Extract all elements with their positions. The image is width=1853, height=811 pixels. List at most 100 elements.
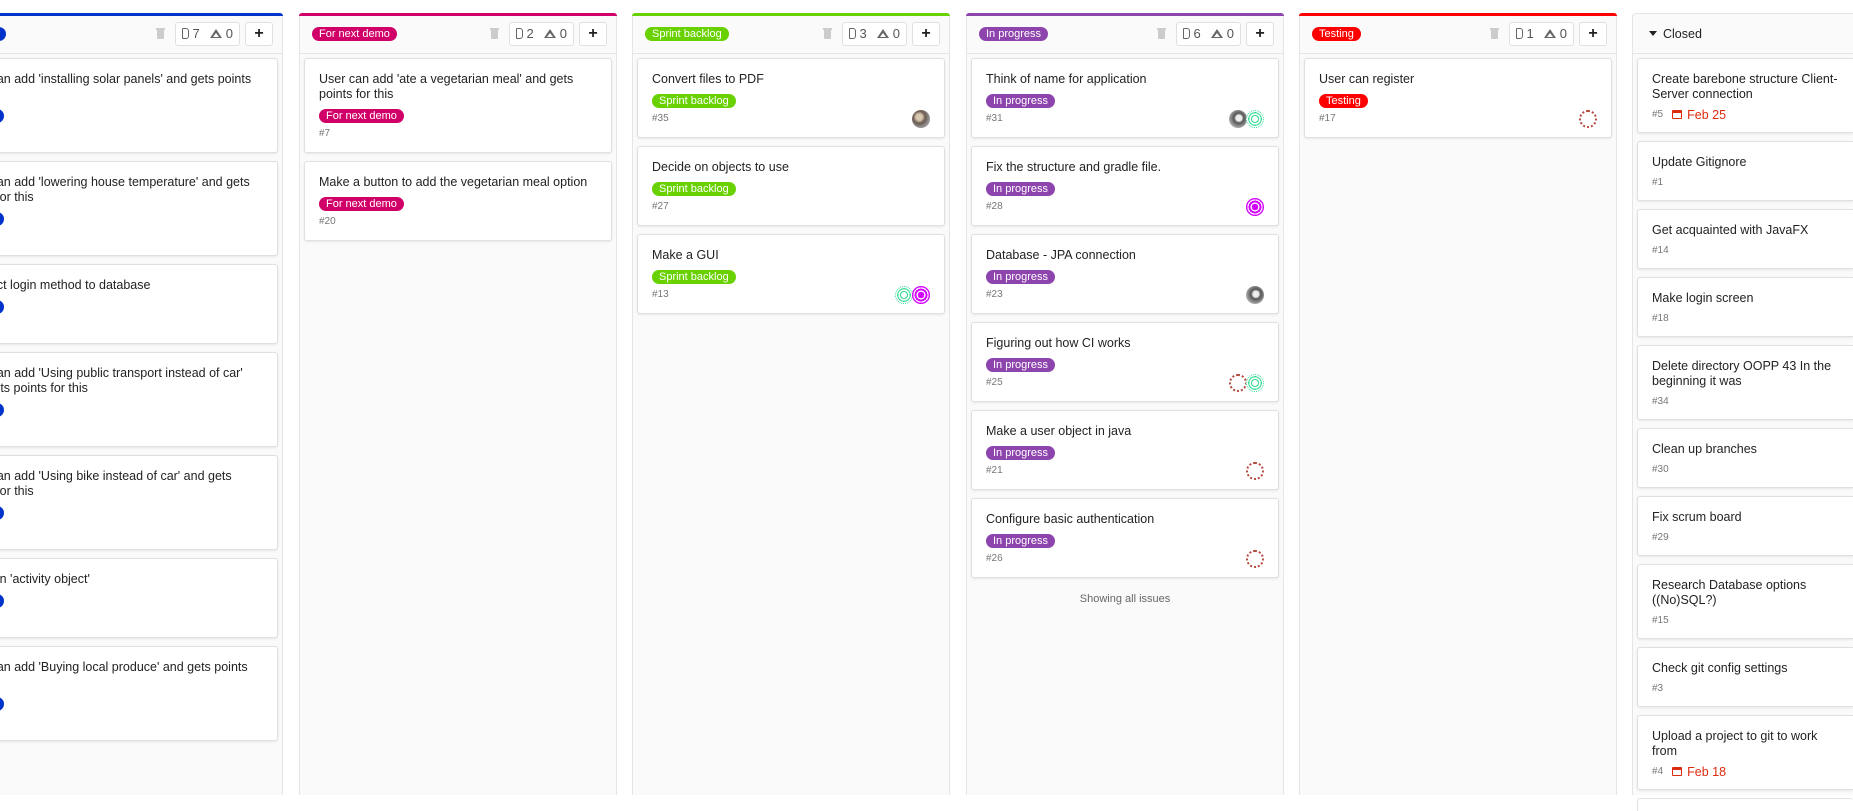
issue-card[interactable]: Make a button to add the vegetarian meal… (304, 161, 612, 241)
issue-title[interactable]: Upload a project to git to work from (1652, 729, 1818, 758)
issue-label[interactable]: In progress (986, 534, 1056, 548)
issue-title[interactable]: Check git config settings (1652, 661, 1788, 675)
issue-title[interactable]: Get acquainted with JavaFX (1652, 223, 1809, 237)
issue-card[interactable]: er can add 'Using bike instead of car' a… (0, 455, 278, 550)
issue-label[interactable]: In progress (986, 182, 1056, 196)
issue-label[interactable]: For next demo (319, 197, 404, 211)
issue-card[interactable]: Research Database options ((No)SQL?) #15 (1637, 564, 1853, 639)
issue-card[interactable] (1637, 798, 1853, 811)
issue-card[interactable]: Clean up branches #30 (1637, 428, 1853, 488)
issue-label[interactable]: cklog (0, 594, 4, 608)
assignee-avatar[interactable] (895, 285, 913, 304)
issue-label[interactable]: Sprint backlog (652, 270, 736, 284)
issue-title[interactable]: Make a button to add the vegetarian meal… (319, 175, 588, 189)
issue-title[interactable]: Update Gitignore (1652, 155, 1747, 169)
issue-card[interactable]: Make a GUI Sprint backlog #13 (637, 234, 945, 314)
assignee-avatar[interactable] (1229, 373, 1247, 392)
assignee-avatar[interactable] (1246, 285, 1264, 304)
delete-list-icon[interactable] (489, 28, 499, 39)
issue-title[interactable]: Database - JPA connection (986, 248, 1136, 262)
assignee-avatar[interactable] (1246, 197, 1264, 216)
issue-title[interactable]: Fix scrum board (1652, 510, 1742, 524)
delete-list-icon[interactable] (1156, 28, 1166, 39)
assignee-avatar[interactable] (1246, 373, 1264, 392)
issue-title[interactable]: Delete directory OOPP 43 In the beginnin… (1652, 359, 1832, 388)
delete-list-icon[interactable] (822, 28, 832, 39)
add-issue-button[interactable]: + (579, 21, 607, 46)
add-issue-button[interactable]: + (1579, 21, 1607, 46)
issue-title[interactable]: Research Database options ((No)SQL?) (1652, 578, 1807, 607)
issue-title[interactable]: Make a user object in java (986, 424, 1132, 438)
issue-label[interactable]: cklog (0, 697, 4, 711)
issue-label[interactable]: Testing (1319, 94, 1368, 108)
issue-card[interactable]: Check git config settings #3 (1637, 647, 1853, 707)
issue-title[interactable]: Configure basic authentication (986, 512, 1155, 526)
issue-card[interactable]: Make a user object in java In progress #21 (971, 410, 1279, 490)
assignee-avatar[interactable] (1579, 109, 1597, 128)
issue-label[interactable]: In progress (986, 446, 1056, 460)
issue-title[interactable]: er can add 'Using public transport inste… (0, 366, 243, 395)
issue-card[interactable]: Update Gitignore #1 (1637, 141, 1853, 201)
issue-label[interactable]: In progress (986, 270, 1056, 284)
issue-label[interactable]: cklog (0, 212, 4, 226)
issue-card[interactable]: Make login screen #18 (1637, 277, 1853, 337)
issue-card[interactable]: Database - JPA connection In progress #23 (971, 234, 1279, 314)
issue-card[interactable]: er can add 'Buying local produce' and ge… (0, 646, 278, 741)
issue-title[interactable]: Think of name for application (986, 72, 1147, 86)
issue-card[interactable]: er can add 'installing solar panels' and… (0, 58, 278, 153)
issue-card[interactable]: Configure basic authentication In progres… (971, 498, 1279, 578)
issue-title[interactable]: er can add 'lowering house temperature' … (0, 175, 250, 204)
issue-title[interactable]: Fix the structure and gradle file. (986, 160, 1162, 174)
list-label[interactable]: cklog (0, 26, 6, 41)
issue-card[interactable]: Decide on objects to use Sprint backlog #2… (637, 146, 945, 226)
issue-card[interactable]: Convert files to PDF Sprint backlog #35 (637, 58, 945, 138)
list-label[interactable]: For next demo (312, 26, 397, 41)
issue-label[interactable]: Sprint backlog (652, 182, 736, 196)
list-toggle[interactable]: Closed (1649, 27, 1702, 41)
issue-label[interactable]: In progress (986, 94, 1056, 108)
issue-card[interactable]: ke an 'activity object' cklog (0, 558, 278, 638)
assignee-avatar[interactable] (1246, 109, 1264, 128)
issue-card[interactable]: Fix the structure and gradle file. In pro… (971, 146, 1279, 226)
assignee-avatar[interactable] (1246, 461, 1264, 480)
issue-card[interactable]: Create barebone structure Client-Server … (1637, 58, 1853, 133)
issue-label[interactable]: cklog (0, 506, 4, 520)
issue-title[interactable]: User can register (1319, 72, 1415, 86)
issue-title[interactable]: er can add 'installing solar panels' and… (0, 72, 252, 86)
assignee-avatar[interactable] (1246, 549, 1264, 568)
issue-title[interactable]: er can add 'Using bike instead of car' a… (0, 469, 232, 498)
issue-title[interactable]: Decide on objects to use (652, 160, 789, 174)
issue-card[interactable]: Think of name for application In progress… (971, 58, 1279, 138)
assignee-avatar[interactable] (1229, 109, 1247, 128)
issue-card[interactable]: Delete directory OOPP 43 In the beginnin… (1637, 345, 1853, 420)
issue-label[interactable]: In progress (986, 358, 1056, 372)
issue-title[interactable]: Make a GUI (652, 248, 719, 262)
list-label[interactable]: Testing (1312, 26, 1361, 41)
issue-title[interactable]: User can add 'ate a vegetarian meal' and… (319, 72, 574, 101)
assignee-avatar[interactable] (912, 109, 930, 128)
add-issue-button[interactable]: + (245, 21, 273, 46)
issue-label[interactable]: For next demo (319, 109, 404, 123)
list-label[interactable]: Sprint backlog (645, 26, 729, 41)
list-label[interactable]: In progress (979, 26, 1049, 41)
add-issue-button[interactable]: + (1246, 21, 1274, 46)
issue-title[interactable]: Convert files to PDF (652, 72, 764, 86)
issue-title[interactable]: nnect login method to database (0, 278, 151, 292)
issue-label[interactable]: cklog (0, 109, 4, 123)
issue-card[interactable]: Figuring out how CI works In progress #25 (971, 322, 1279, 402)
issue-card[interactable]: er can add 'lowering house temperature' … (0, 161, 278, 256)
delete-list-icon[interactable] (155, 28, 165, 39)
issue-title[interactable]: Clean up branches (1652, 442, 1757, 456)
issue-title[interactable]: er can add 'Buying local produce' and ge… (0, 660, 248, 674)
assignee-avatar[interactable] (912, 285, 930, 304)
issue-card[interactable]: Upload a project to git to work from #4 Fe… (1637, 715, 1853, 790)
issue-card[interactable]: Get acquainted with JavaFX #14 (1637, 209, 1853, 269)
issue-title[interactable]: Figuring out how CI works (986, 336, 1131, 350)
issue-card[interactable]: er can add 'Using public transport inste… (0, 352, 278, 447)
issue-card[interactable]: Fix scrum board #29 (1637, 496, 1853, 556)
issue-title[interactable]: Create barebone structure Client-Server … (1652, 72, 1838, 101)
issue-card[interactable]: User can add 'ate a vegetarian meal' and… (304, 58, 612, 153)
issue-label[interactable]: Sprint backlog (652, 94, 736, 108)
issue-title[interactable]: Make login screen (1652, 291, 1754, 305)
issue-label[interactable]: cklog (0, 300, 4, 314)
